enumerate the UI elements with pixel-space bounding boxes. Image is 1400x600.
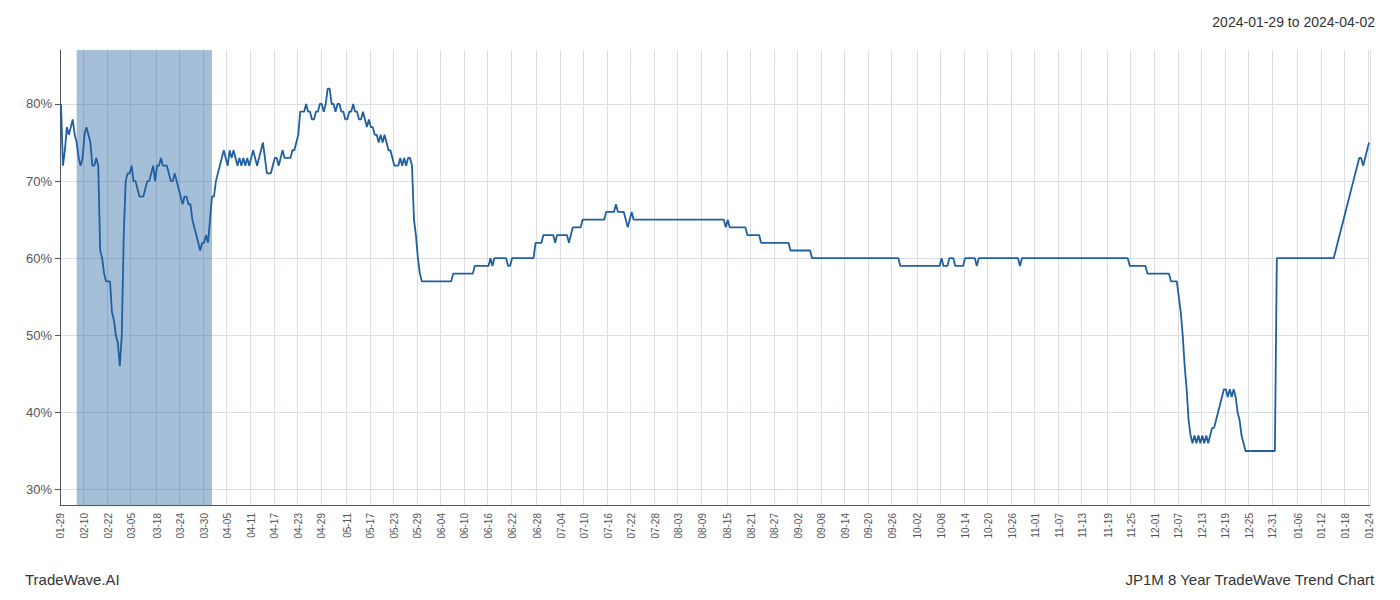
svg-text:08-27: 08-27 — [769, 513, 780, 539]
svg-text:07-28: 07-28 — [650, 513, 661, 539]
svg-text:06-04: 06-04 — [436, 513, 447, 539]
svg-text:06-22: 06-22 — [507, 513, 518, 539]
svg-text:11-01: 11-01 — [1030, 513, 1041, 538]
svg-text:12-19: 12-19 — [1220, 513, 1231, 539]
svg-text:12-25: 12-25 — [1244, 513, 1255, 539]
svg-text:10-08: 10-08 — [936, 513, 947, 539]
svg-text:JP1M 8 Year TradeWave Trend Ch: JP1M 8 Year TradeWave Trend Chart — [1125, 571, 1375, 588]
svg-text:09-14: 09-14 — [840, 513, 851, 539]
svg-text:03-30: 03-30 — [199, 513, 210, 539]
svg-text:01-06: 01-06 — [1293, 513, 1304, 539]
svg-text:30%: 30% — [26, 482, 52, 497]
svg-text:03-05: 03-05 — [126, 513, 137, 539]
svg-text:07-16: 07-16 — [603, 513, 614, 539]
svg-text:10-14: 10-14 — [960, 513, 971, 539]
svg-text:12-01: 12-01 — [1150, 513, 1161, 539]
svg-text:40%: 40% — [26, 405, 52, 420]
svg-text:2024-01-29 to 2024-04-02: 2024-01-29 to 2024-04-02 — [1212, 14, 1375, 30]
svg-text:06-16: 06-16 — [483, 513, 494, 539]
svg-text:09-08: 09-08 — [816, 513, 827, 539]
svg-text:03-24: 03-24 — [175, 513, 186, 539]
svg-text:11-07: 11-07 — [1054, 513, 1065, 538]
svg-text:07-04: 07-04 — [556, 513, 567, 539]
svg-text:12-31: 12-31 — [1267, 513, 1278, 539]
svg-text:08-21: 08-21 — [746, 513, 757, 539]
svg-text:10-26: 10-26 — [1007, 513, 1018, 539]
svg-text:60%: 60% — [26, 251, 52, 266]
svg-text:09-26: 09-26 — [887, 513, 898, 539]
svg-text:70%: 70% — [26, 174, 52, 189]
svg-text:12-13: 12-13 — [1197, 513, 1208, 539]
svg-text:50%: 50% — [26, 328, 52, 343]
svg-text:10-20: 10-20 — [983, 513, 994, 539]
svg-text:12-07: 12-07 — [1173, 513, 1184, 539]
svg-text:04-05: 04-05 — [222, 513, 233, 539]
svg-text:TradeWave.AI: TradeWave.AI — [25, 571, 120, 588]
svg-text:01-24: 01-24 — [1364, 513, 1375, 539]
svg-text:02-10: 02-10 — [79, 513, 90, 539]
svg-text:05-17: 05-17 — [365, 513, 376, 539]
svg-text:11-19: 11-19 — [1103, 513, 1114, 538]
svg-text:04-17: 04-17 — [269, 513, 280, 539]
svg-text:05-29: 05-29 — [412, 513, 423, 539]
svg-text:05-11: 05-11 — [342, 513, 353, 538]
svg-text:04-11: 04-11 — [246, 513, 257, 538]
svg-text:08-15: 08-15 — [722, 513, 733, 539]
svg-text:01-18: 01-18 — [1340, 513, 1351, 539]
svg-text:08-09: 08-09 — [697, 513, 708, 539]
svg-text:11-25: 11-25 — [1126, 513, 1137, 538]
svg-text:80%: 80% — [26, 96, 52, 111]
svg-text:03-18: 03-18 — [152, 513, 163, 539]
svg-text:08-03: 08-03 — [673, 513, 684, 539]
svg-text:02-22: 02-22 — [103, 513, 114, 539]
svg-text:09-20: 09-20 — [863, 513, 874, 539]
svg-text:04-29: 04-29 — [316, 513, 327, 539]
svg-text:01-29: 01-29 — [55, 513, 66, 539]
svg-text:04-23: 04-23 — [293, 513, 304, 539]
svg-text:05-23: 05-23 — [389, 513, 400, 539]
svg-text:06-10: 06-10 — [459, 513, 470, 539]
svg-text:10-02: 10-02 — [912, 513, 923, 539]
svg-text:11-13: 11-13 — [1077, 513, 1088, 538]
svg-text:07-10: 07-10 — [579, 513, 590, 539]
svg-text:06-28: 06-28 — [532, 513, 543, 539]
svg-text:01-12: 01-12 — [1316, 513, 1327, 539]
svg-text:07-22: 07-22 — [626, 513, 637, 539]
svg-text:09-02: 09-02 — [793, 513, 804, 539]
